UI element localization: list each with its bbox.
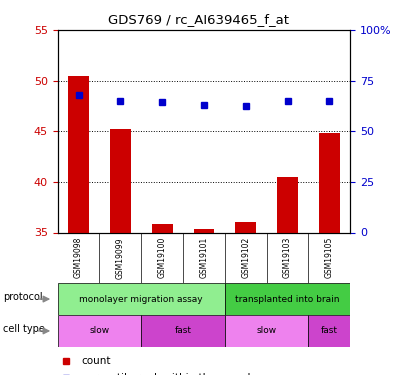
Bar: [225, 283, 350, 315]
Text: GSM19099: GSM19099: [116, 237, 125, 279]
Text: percentile rank within the sample: percentile rank within the sample: [81, 373, 257, 375]
Bar: [141, 315, 225, 347]
Bar: [235, 222, 256, 232]
Bar: [68, 76, 89, 232]
Bar: [277, 177, 298, 232]
Text: GSM19105: GSM19105: [325, 237, 334, 279]
Bar: [319, 133, 340, 232]
Bar: [110, 129, 131, 232]
Text: GSM19102: GSM19102: [241, 237, 250, 278]
Text: fast: fast: [321, 326, 338, 336]
Text: slow: slow: [257, 326, 277, 336]
Text: GSM19098: GSM19098: [74, 237, 83, 279]
Text: fast: fast: [175, 326, 191, 336]
Text: GSM19101: GSM19101: [199, 237, 209, 278]
Text: slow: slow: [90, 326, 109, 336]
Text: transplanted into brain: transplanted into brain: [235, 295, 340, 304]
Bar: [58, 315, 141, 347]
Bar: [308, 315, 350, 347]
Bar: [225, 315, 308, 347]
Text: GSM19103: GSM19103: [283, 237, 292, 279]
Bar: [193, 230, 215, 232]
Bar: [58, 283, 225, 315]
Text: GDS769 / rc_AI639465_f_at: GDS769 / rc_AI639465_f_at: [109, 13, 289, 26]
Bar: [152, 224, 173, 232]
Text: monolayer migration assay: monolayer migration assay: [80, 295, 203, 304]
Text: cell type: cell type: [3, 324, 45, 334]
Text: GSM19100: GSM19100: [158, 237, 167, 279]
Text: count: count: [81, 356, 111, 366]
Text: protocol: protocol: [3, 292, 43, 303]
